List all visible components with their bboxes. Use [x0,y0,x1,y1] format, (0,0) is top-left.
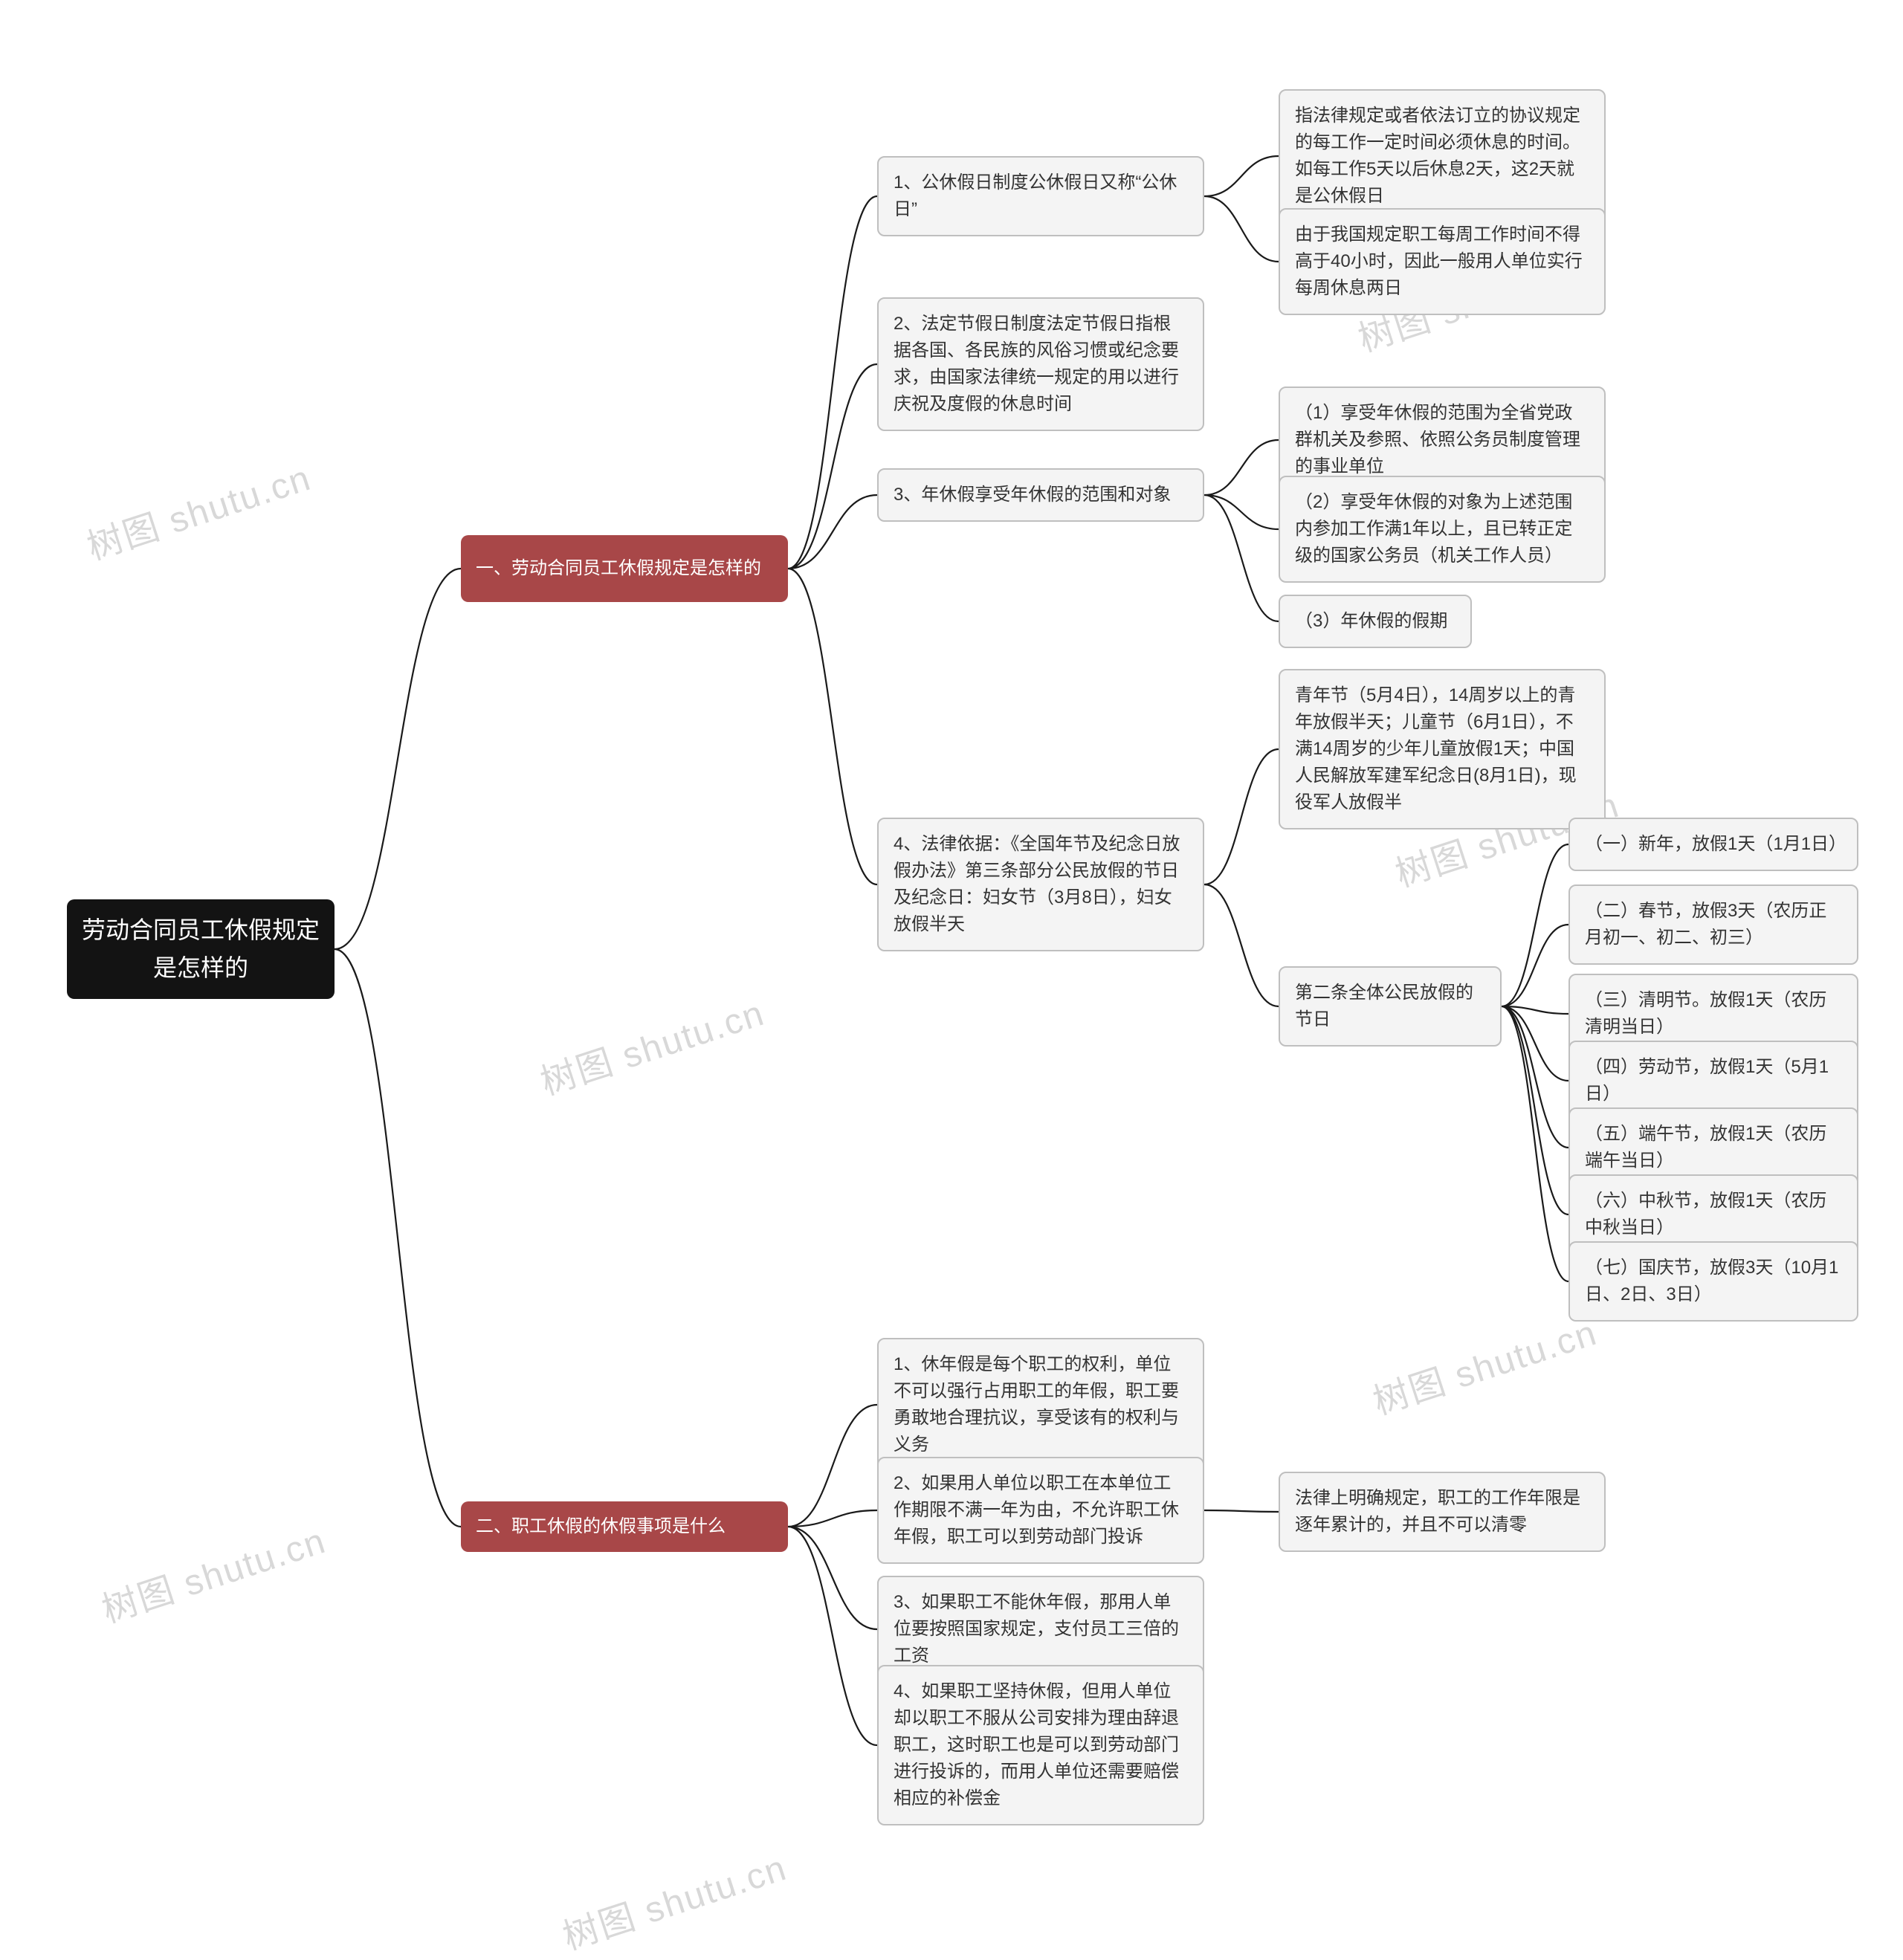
leaf-node: 3、年休假享受年休假的范围和对象 [877,468,1204,522]
section-node: 二、职工休假的休假事项是什么 [461,1501,788,1552]
leaf-node: 由于我国规定职工每周工作时间不得高于40小时，因此一般用人单位实行每周休息两日 [1279,208,1606,315]
leaf-node: （一）新年，放假1天（1月1日） [1568,818,1858,871]
leaf-node: （二）春节，放假3天（农历正月初一、初二、初三） [1568,884,1858,965]
section-node: 一、劳动合同员工休假规定是怎样的 [461,535,788,602]
leaf-node: 法律上明确规定，职工的工作年限是逐年累计的，并且不可以清零 [1279,1472,1606,1552]
leaf-node: 1、公休假日制度公休假日又称“公休日” [877,156,1204,236]
leaf-node: （2）享受年休假的对象为上述范围内参加工作满1年以上，且已转正定级的国家公务员（… [1279,476,1606,583]
leaf-node: 1、休年假是每个职工的权利，单位不可以强行占用职工的年假，职工要勇敢地合理抗议，… [877,1338,1204,1472]
watermark: 树图 shutu.cn [533,983,770,1104]
watermark: 树图 shutu.cn [1366,1303,1603,1424]
watermark: 树图 shutu.cn [555,1838,792,1959]
mindmap-canvas: 树图 shutu.cn 树图 shutu.cn 树图 shutu.cn 树图 shut… [0,0,1903,1889]
leaf-node: （七）国庆节，放假3天（10月1日、2日、3日） [1568,1241,1858,1322]
leaf-node: 第二条全体公民放假的节日 [1279,966,1502,1047]
leaf-node: 4、法律依据：《全国年节及纪念日放假办法》第三条部分公民放假的节日及纪念日：妇女… [877,818,1204,951]
leaf-node: 指法律规定或者依法订立的协议规定的每工作一定时间必须休息的时间。如每工作5天以后… [1279,89,1606,223]
leaf-node: 2、法定节假日制度法定节假日指根据各国、各民族的风俗习惯或纪念要求，由国家法律统… [877,297,1204,431]
leaf-node: （3）年休假的假期 [1279,595,1472,648]
watermark: 树图 shutu.cn [94,1511,332,1632]
watermark: 树图 shutu.cn [80,448,317,569]
leaf-node: 4、如果职工坚持休假，但用人单位却以职工不服从公司安排为理由辞退职工，这时职工也… [877,1665,1204,1825]
leaf-node: 青年节（5月4日），14周岁以上的青年放假半天；儿童节（6月1日），不满14周岁… [1279,669,1606,829]
root-node: 劳动合同员工休假规定是怎样的 [67,899,335,999]
leaf-node: 2、如果用人单位以职工在本单位工作期限不满一年为由，不允许职工休年假，职工可以到… [877,1457,1204,1564]
